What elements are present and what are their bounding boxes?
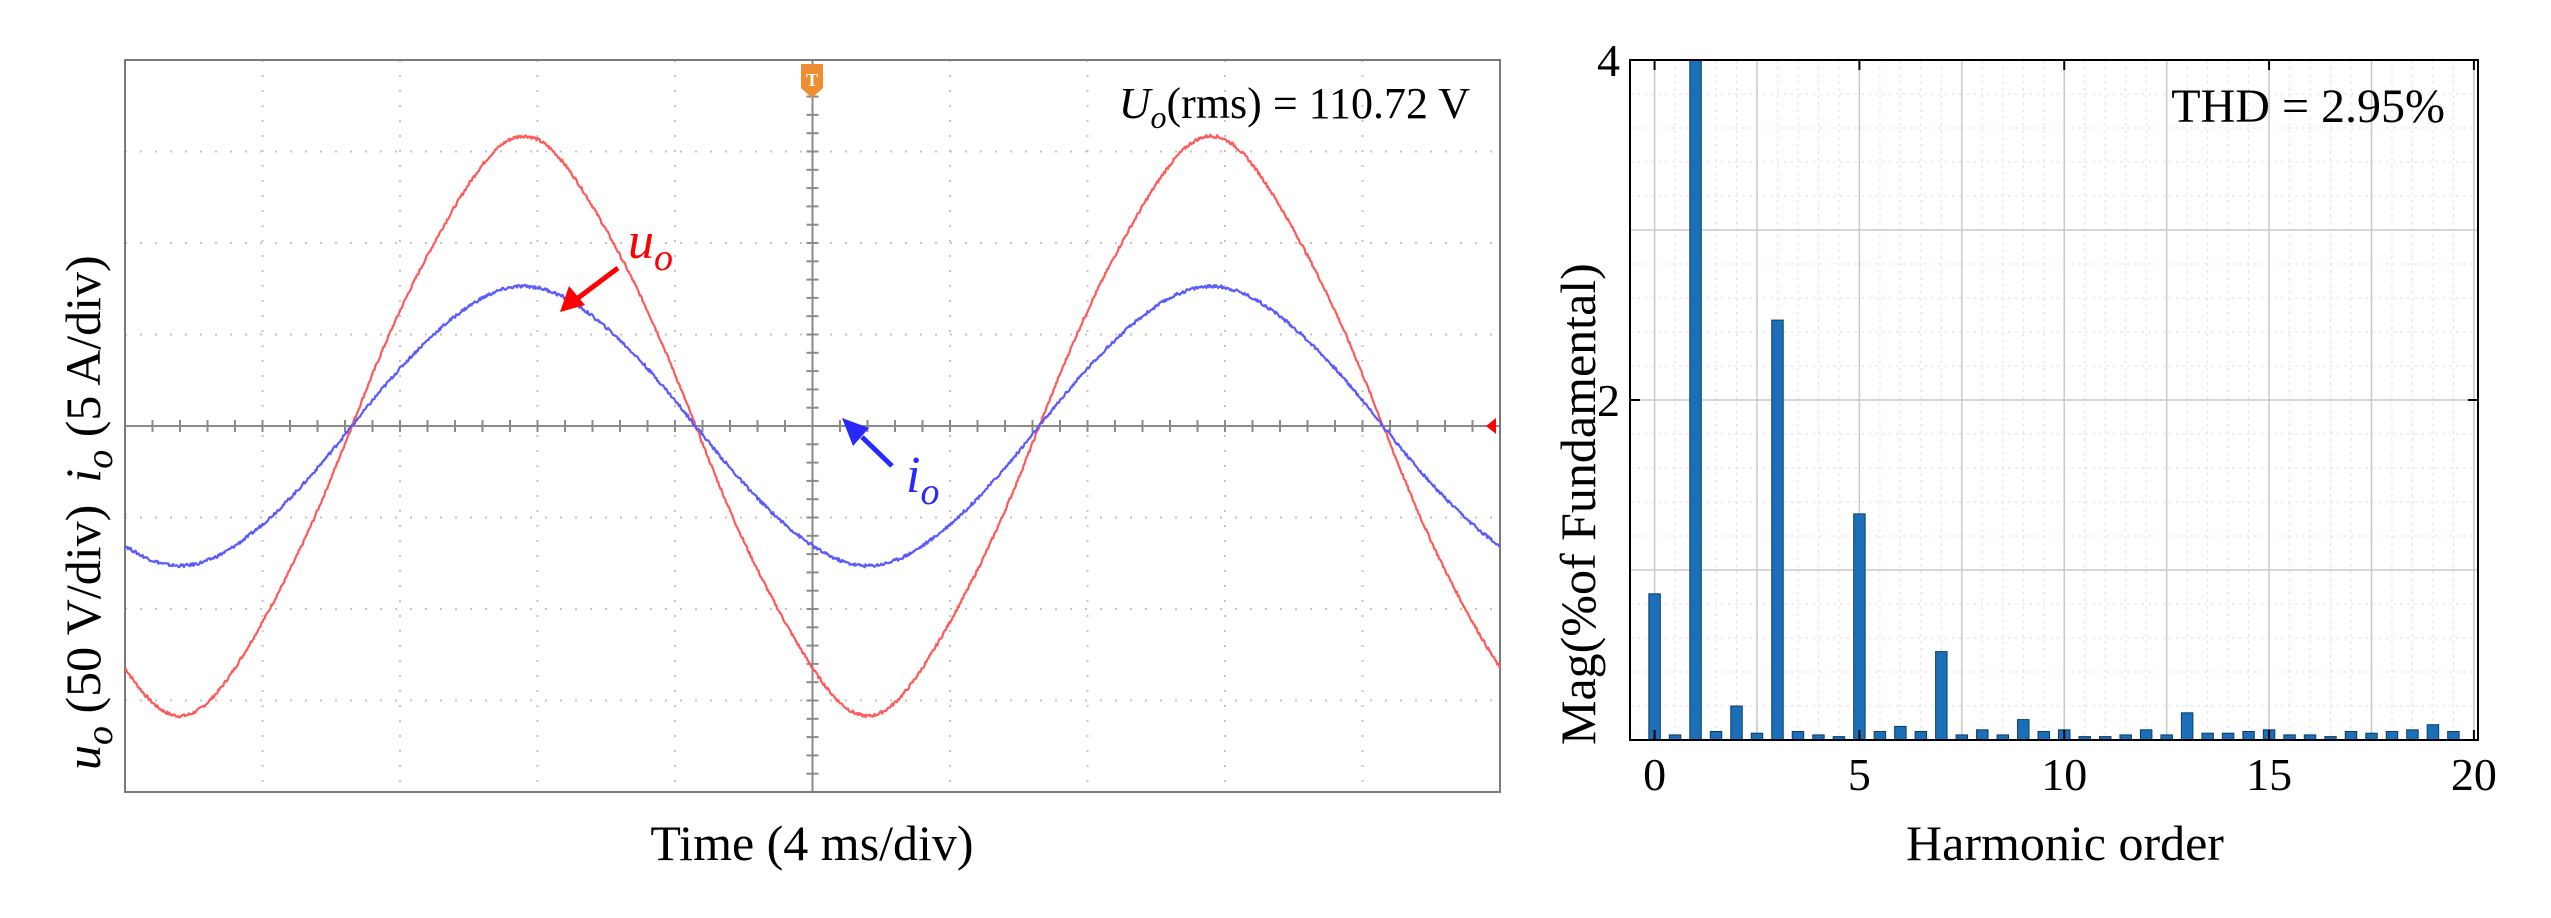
- spectrum-y-tick-label: 4: [1597, 35, 1620, 86]
- harmonic-bar: [1853, 513, 1866, 741]
- harmonic-bar: [1730, 705, 1743, 741]
- harmonic-bar: [1750, 732, 1764, 741]
- spectrum-y-axis-label: Mag(%of Fundamental): [1550, 263, 1606, 745]
- harmonic-bar: [1689, 59, 1702, 741]
- harmonic-bar: [2344, 731, 2358, 741]
- harmonic-bar: [2201, 732, 2214, 741]
- rms-readout: Uo(rms) = 110.72 V: [1119, 79, 1470, 135]
- spectrum-ticks: 0 5 10 15 20 2 4: [1597, 35, 2497, 800]
- harmonic-bar: [2447, 731, 2460, 741]
- harmonic-bar: [1935, 651, 1948, 741]
- harmonic-bar: [2385, 731, 2399, 741]
- harmonic-bar: [1976, 729, 1989, 741]
- harmonic-bar: [1648, 593, 1661, 741]
- spectrum-x-tick-label: 0: [1643, 749, 1666, 800]
- harmonic-bar: [1771, 319, 1784, 741]
- svg-text:uo (50 V/div)io (5 A/div): uo (50 V/div)io (5 A/div): [55, 255, 121, 770]
- spectrum-x-tick-label: 20: [2451, 749, 2497, 800]
- svg-text:Mag(%of Fundamental): Mag(%of Fundamental): [1550, 263, 1606, 745]
- svg-text:T: T: [806, 70, 818, 90]
- trigger-marker-icon: T: [801, 64, 823, 98]
- oscilloscope-panel: T Uo(rms) = 110.72 V uo io Time (4 ms/di…: [55, 59, 1502, 871]
- harmonic-bar: [2426, 724, 2440, 741]
- harmonic-bar: [2180, 712, 2194, 741]
- scope-y-axis-label: uo (50 V/div)io (5 A/div): [55, 255, 121, 770]
- harmonic-bar: [2221, 732, 2235, 741]
- harmonic-bar: [2139, 729, 2153, 741]
- harmonic-bar: [2406, 729, 2419, 741]
- harmonic-bar: [1914, 731, 1928, 741]
- current-trace-io: [124, 283, 1501, 569]
- spectrum-x-tick-label: 15: [2246, 749, 2292, 800]
- scope-grid: [124, 59, 1501, 793]
- current-trace-label: io: [906, 447, 939, 513]
- spectrum-bars: [1648, 59, 2460, 741]
- scope-traces: [124, 133, 1502, 719]
- scope-frame: [124, 59, 1501, 793]
- harmonic-bar: [1709, 731, 1723, 741]
- current-label-arrow: [842, 418, 894, 468]
- harmonic-bar: [2017, 719, 2030, 741]
- ground-level-marker-icon: [1486, 418, 1496, 434]
- voltage-label-arrow: [560, 266, 620, 312]
- harmonic-bar: [2037, 731, 2050, 741]
- harmonic-bar: [1894, 725, 1907, 741]
- spectrum-y-tick-label: 2: [1597, 375, 1620, 426]
- voltage-trace-label: uo: [628, 213, 673, 279]
- spectrum-x-tick-label: 10: [2041, 749, 2087, 800]
- harmonic-bar: [2242, 731, 2255, 741]
- scope-x-axis-label: Time (4 ms/div): [650, 815, 973, 871]
- thd-annotation: THD = 2.95%: [2171, 80, 2445, 133]
- harmonic-bar: [1873, 731, 1887, 741]
- voltage-trace-uo: [124, 133, 1502, 719]
- harmonic-bar: [1791, 731, 1805, 741]
- harmonic-spectrum-panel: 0 5 10 15 20 2 4 THD = 2.95% Harmonic order Ma…: [1550, 35, 2497, 871]
- spectrum-x-axis-label: Harmonic order: [1906, 815, 2224, 871]
- harmonic-bar: [2365, 732, 2378, 741]
- spectrum-x-tick-label: 5: [1848, 749, 1871, 800]
